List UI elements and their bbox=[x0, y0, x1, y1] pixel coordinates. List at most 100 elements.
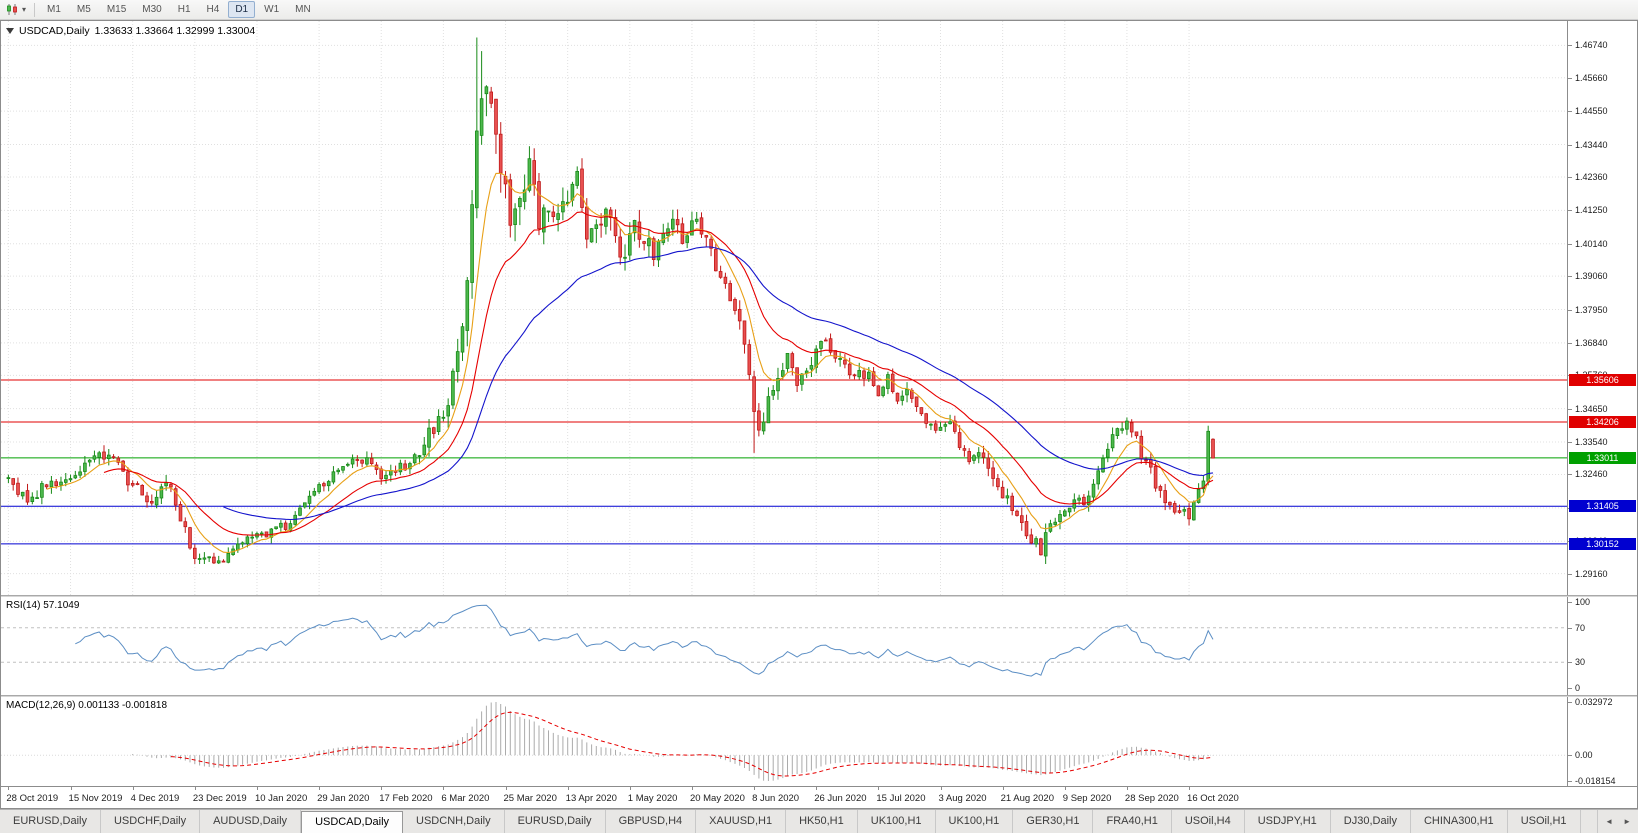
chart-tab-china300-h1[interactable]: CHINA300,H1 bbox=[1411, 810, 1508, 833]
price-scale-tick: 1.29160 bbox=[1575, 568, 1608, 579]
scale-tickmark bbox=[1568, 702, 1572, 703]
scale-tickmark bbox=[1568, 755, 1572, 757]
date-tickmark bbox=[629, 787, 631, 790]
date-axis[interactable]: 28 Oct 2019 15 Nov 2019 4 Dec 2019 23 Dec 2… bbox=[1, 786, 1637, 808]
chart-tab-usdcad-daily[interactable]: USDCAD,Daily bbox=[301, 811, 404, 833]
panel-splitter[interactable] bbox=[1, 695, 1637, 697]
chart-tab-usdcnh-daily[interactable]: USDCNH,Daily bbox=[403, 810, 505, 833]
date-label: 3 Aug 2020 bbox=[938, 793, 987, 804]
rsi-label: RSI(14) 57.1049 bbox=[6, 600, 80, 611]
price-scale-tick: 1.39060 bbox=[1575, 271, 1608, 282]
date-label: 28 Oct 2019 bbox=[6, 793, 59, 804]
tab-scroll-left-button[interactable]: ◄ bbox=[1605, 817, 1614, 826]
chart-tab-usdchf-daily[interactable]: USDCHF,Daily bbox=[101, 810, 201, 833]
rsi-scale-tick: 30 bbox=[1575, 657, 1586, 668]
timeframe-button-m15[interactable]: M15 bbox=[106, 4, 127, 15]
date-tickmark bbox=[816, 787, 818, 790]
scale-tickmark bbox=[1568, 781, 1572, 782]
price-scale-tick: 1.37950 bbox=[1575, 304, 1608, 315]
scale-tickmark bbox=[1568, 176, 1572, 178]
rsi-scale-tick: 100 bbox=[1575, 597, 1591, 607]
date-label: 15 Jul 2020 bbox=[876, 793, 926, 804]
date-tickmark bbox=[1064, 787, 1066, 790]
candlestick-plot[interactable] bbox=[1, 21, 1567, 595]
price-scale-tick: 1.34650 bbox=[1575, 403, 1608, 414]
scale-tickmark bbox=[1568, 111, 1572, 113]
date-tickmark bbox=[8, 787, 10, 790]
chart-tab-fra40-h1[interactable]: FRA40,H1 bbox=[1093, 810, 1172, 833]
date-tickmark bbox=[1189, 787, 1191, 790]
timeframe-button-mn[interactable]: MN bbox=[295, 4, 311, 15]
chart-tab-usoil-h1[interactable]: USOil,H1 bbox=[1508, 810, 1581, 833]
macd-plot[interactable] bbox=[1, 697, 1567, 786]
timeframe-button-group: M1 M5 M15 M30 H1 H4 D1 W1 MN bbox=[40, 1, 318, 18]
date-tickmark bbox=[505, 787, 507, 790]
date-tickmark bbox=[194, 787, 196, 790]
scale-tickmark bbox=[1568, 442, 1572, 444]
chart-tab-uk100-h1[interactable]: UK100,H1 bbox=[936, 810, 1014, 833]
date-label: 23 Dec 2019 bbox=[192, 793, 247, 804]
chart-tab-audusd-daily[interactable]: AUDUSD,Daily bbox=[200, 810, 302, 833]
chart-tab-ger30-h1[interactable]: GER30,H1 bbox=[1013, 810, 1094, 833]
chart-tab-eurusd-daily[interactable]: EURUSD,Daily bbox=[505, 810, 606, 833]
rsi-scale[interactable]: 100 70 30 0 bbox=[1567, 597, 1637, 695]
chart-tab-eurusd-daily[interactable]: EURUSD,Daily bbox=[0, 810, 101, 833]
hline-price-label: 1.30152 bbox=[1569, 537, 1636, 550]
timeframe-button-h4[interactable]: H4 bbox=[206, 4, 220, 15]
date-label: 9 Sep 2020 bbox=[1062, 793, 1112, 804]
date-label: 15 Nov 2019 bbox=[68, 793, 123, 804]
scale-tickmark bbox=[1568, 602, 1572, 603]
panel-splitter[interactable] bbox=[1, 595, 1637, 597]
ohlc-values: 1.33633 1.33664 1.32999 1.33004 bbox=[94, 25, 256, 37]
date-label: 26 Jun 2020 bbox=[814, 793, 867, 804]
date-label: 29 Jan 2020 bbox=[317, 793, 370, 804]
price-scale-tick: 1.36840 bbox=[1575, 337, 1608, 348]
macd-scale[interactable]: 0.032972 0.00 -0.018154 bbox=[1567, 697, 1637, 786]
chart-tab-gbpusd-h4[interactable]: GBPUSD,H4 bbox=[606, 810, 697, 833]
scale-tickmark bbox=[1568, 627, 1572, 629]
price-scale-tick: 1.45660 bbox=[1575, 72, 1608, 83]
timeframe-button-m30[interactable]: M30 bbox=[142, 4, 162, 15]
scale-tickmark bbox=[1568, 573, 1572, 575]
price-scale-tick: 1.42360 bbox=[1575, 171, 1608, 182]
date-tickmark bbox=[132, 787, 134, 790]
date-tickmark bbox=[1126, 787, 1128, 790]
date-label: 6 Mar 2020 bbox=[441, 793, 490, 804]
chart-tab-usdjpy-h1[interactable]: USDJPY,H1 bbox=[1245, 810, 1331, 833]
date-tickmark bbox=[381, 787, 383, 790]
chart-tab-hk50-h1[interactable]: HK50,H1 bbox=[786, 810, 858, 833]
timeframe-button-h1[interactable]: H1 bbox=[177, 4, 191, 15]
scale-tickmark bbox=[1568, 342, 1572, 344]
hline-price-label: 1.34206 bbox=[1569, 416, 1636, 429]
scale-tickmark bbox=[1568, 662, 1572, 664]
tab-scroll-right-button[interactable]: ► bbox=[1623, 817, 1631, 826]
timeframe-button-m1[interactable]: M1 bbox=[47, 4, 61, 15]
date-label: 8 Jun 2020 bbox=[752, 793, 800, 804]
chart-tab-dj30-daily[interactable]: DJ30,Daily bbox=[1331, 810, 1411, 833]
macd-scale-tick: 0.00 bbox=[1575, 750, 1593, 761]
date-tickmark bbox=[443, 787, 445, 790]
hline-price-label: 1.33011 bbox=[1569, 451, 1636, 464]
timeframe-button-w1[interactable]: W1 bbox=[264, 4, 280, 15]
date-label: 10 Jan 2020 bbox=[254, 793, 308, 804]
toolbar-separator bbox=[34, 2, 36, 17]
price-scale-tick: 1.32460 bbox=[1575, 469, 1608, 480]
chart-tab-usoil-h4[interactable]: USOil,H4 bbox=[1172, 810, 1245, 833]
charts-dropdown-icon[interactable]: ▾ bbox=[3, 2, 29, 17]
date-tickmark bbox=[691, 787, 693, 790]
macd-panel: MACD(12,26,9) 0.001133 -0.001818 0.03297… bbox=[1, 697, 1637, 786]
timeframe-button-d1[interactable]: D1 bbox=[228, 1, 256, 18]
chart-tab-uk100-h1[interactable]: UK100,H1 bbox=[858, 810, 936, 833]
collapse-arrow-icon[interactable] bbox=[6, 28, 14, 34]
date-tickmark bbox=[1002, 787, 1004, 790]
chart-tab-xauusd-h1[interactable]: XAUUSD,H1 bbox=[696, 810, 787, 833]
scale-tickmark bbox=[1568, 45, 1572, 47]
scale-tickmark bbox=[1568, 243, 1572, 245]
hline-price-label: 1.31405 bbox=[1569, 500, 1636, 513]
symbol-period-label: USDCAD,Daily bbox=[19, 25, 90, 37]
main-price-scale[interactable]: 1.46740 1.45660 1.44550 1.43440 1.42360 1.412… bbox=[1567, 21, 1637, 595]
timeframe-button-m5[interactable]: M5 bbox=[76, 4, 91, 15]
rsi-plot[interactable] bbox=[1, 597, 1567, 695]
rsi-panel: RSI(14) 57.1049 100 70 30 0 bbox=[1, 597, 1637, 695]
date-label: 4 Dec 2019 bbox=[130, 793, 180, 804]
